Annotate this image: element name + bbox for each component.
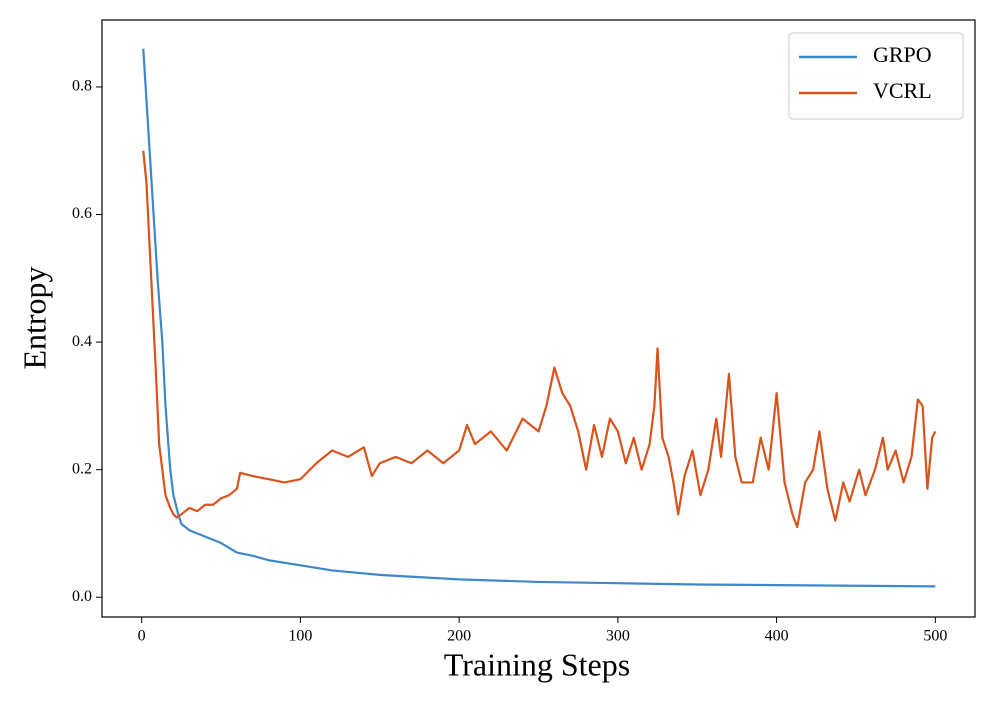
x-axis-label: Training Steps: [444, 646, 630, 682]
legend-label: GRPO: [873, 42, 932, 67]
x-tick-label: 500: [923, 628, 947, 645]
legend-box: [788, 32, 964, 120]
x-tick-label: 300: [606, 628, 630, 645]
legend: GRPO VCRL: [788, 32, 964, 120]
x-tick-label: 200: [447, 628, 471, 645]
y-tick-label: 0.8: [72, 78, 92, 95]
x-tick-label: 100: [288, 628, 312, 645]
x-tick-label: 0: [138, 628, 146, 645]
legend-label: VCRL: [873, 78, 932, 103]
y-tick-label: 0.2: [72, 460, 92, 477]
y-axis-label: Entropy: [16, 266, 52, 369]
y-tick-label: 0.6: [72, 205, 92, 222]
y-tick-label: 0.0: [72, 588, 92, 605]
line-series: [142, 150, 937, 529]
plot-frame: [101, 19, 976, 618]
y-tick-label: 0.4: [72, 333, 92, 350]
line-series: [142, 48, 936, 588]
x-tick-label: 400: [765, 628, 789, 645]
